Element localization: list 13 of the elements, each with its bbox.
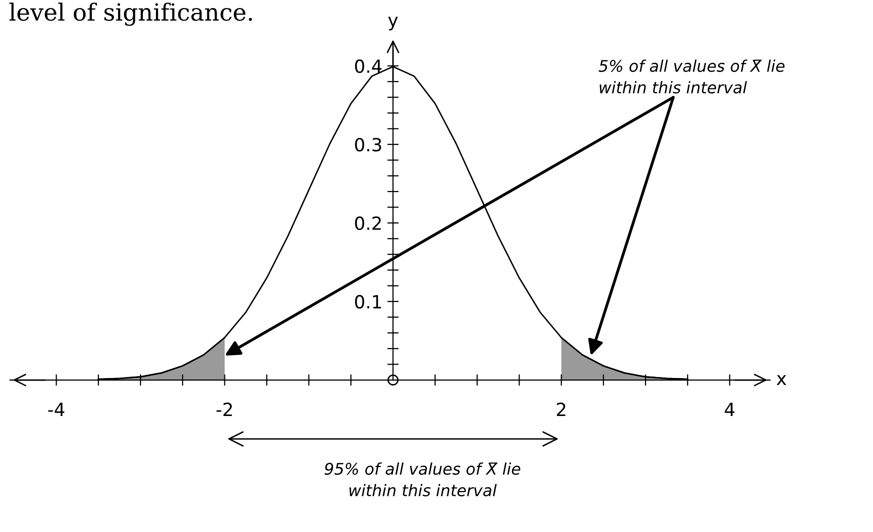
x-axis-title: x (776, 375, 786, 385)
text: level of significance. (9, 2, 252, 26)
y-tick-label: 0.2 (355, 216, 381, 230)
y-axis-title: y (388, 16, 398, 30)
x-tick-label: 2 (556, 402, 566, 416)
y-tick-label: 0.3 (355, 138, 382, 152)
y-tick-label: 0.4 (355, 59, 382, 73)
annotation: 5% of all values of X̅ lie within this interval (598, 60, 785, 94)
y-tick-label: 0.1 (355, 294, 381, 309)
x-tick-label: -2 (216, 402, 232, 416)
x-tick-label: -4 (48, 402, 64, 416)
text: 95% of all values of X̅ lie within this interval (324, 462, 520, 496)
x-tick-label: 4 (724, 402, 734, 416)
